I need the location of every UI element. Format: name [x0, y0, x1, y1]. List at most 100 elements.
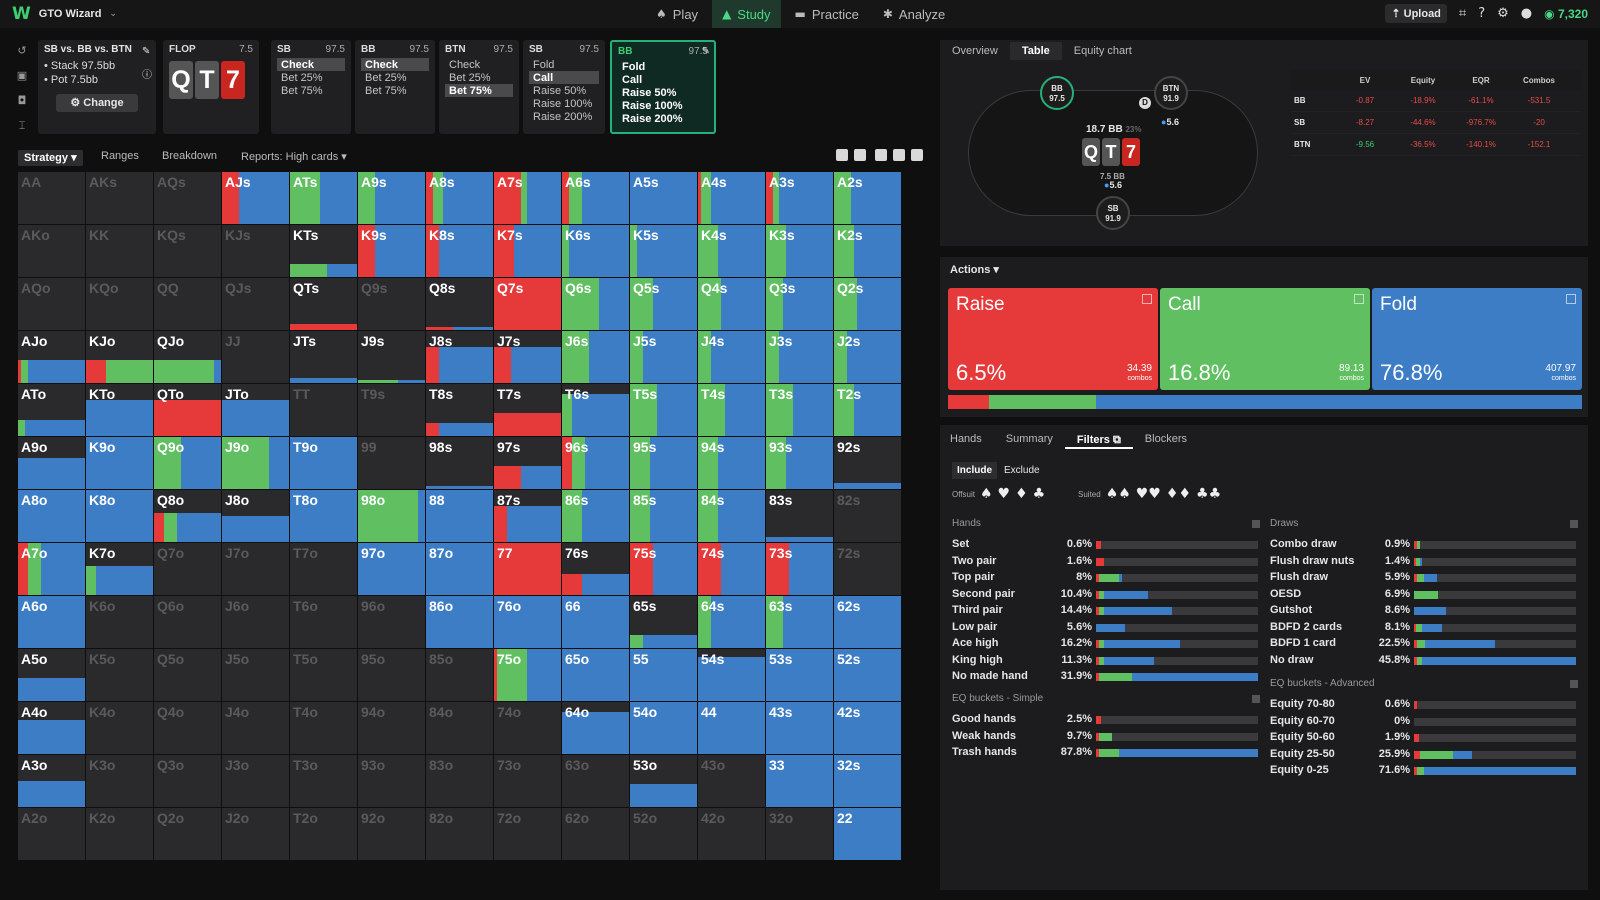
hand-cell[interactable]: 53s	[766, 649, 833, 701]
club-icon[interactable]: ♣	[1032, 486, 1046, 502]
view-icon-5[interactable]	[911, 149, 923, 161]
diamond-icon[interactable]: ♦	[1015, 486, 1028, 502]
actions-dropdown[interactable]: Actions ▾	[950, 264, 999, 276]
section-toggle-icon[interactable]	[1570, 680, 1578, 688]
hand-cell[interactable]: QTs	[290, 278, 357, 330]
hand-cell[interactable]: 76o	[494, 596, 561, 648]
hand-cell[interactable]: KJo	[86, 331, 153, 383]
hand-cell[interactable]: 96s	[562, 437, 629, 489]
hand-cell[interactable]: K8s	[426, 225, 493, 277]
hand-cell[interactable]: AA	[18, 172, 85, 224]
hand-cell[interactable]: JTs	[290, 331, 357, 383]
spot-option[interactable]: Bet 75%	[281, 85, 323, 97]
hand-cell[interactable]: 43o	[698, 755, 765, 807]
hand-cell[interactable]: T8s	[426, 384, 493, 436]
hand-cell[interactable]: 76s	[562, 543, 629, 595]
hand-cell[interactable]: K4s	[698, 225, 765, 277]
hand-cell[interactable]: T9s	[358, 384, 425, 436]
spade-icon[interactable]: ♠	[979, 486, 993, 502]
action-raise[interactable]: Raise 6.5% 34.39 combos	[948, 288, 1158, 390]
spot-option[interactable]: Call	[622, 74, 643, 86]
hand-cell[interactable]: QJs	[222, 278, 289, 330]
hand-cell[interactable]: Q7s	[494, 278, 561, 330]
stats-row[interactable]: SB -8.27 -44.6% -976.7% -20	[1290, 112, 1582, 134]
hand-cell[interactable]: T3o	[290, 755, 357, 807]
filter-row[interactable]: Equity 25-50 25.9%	[1270, 748, 1576, 762]
section-toggle-icon[interactable]	[1570, 520, 1578, 528]
coin-balance[interactable]: ◉ 7,320	[1544, 6, 1588, 21]
tab-reports[interactable]: Reports: High cards ▾	[241, 151, 347, 163]
hand-cell[interactable]: A5o	[18, 649, 85, 701]
account-icon[interactable]: ●	[1520, 6, 1533, 21]
hand-cell[interactable]: T7o	[290, 543, 357, 595]
spot-option[interactable]: Raise 200%	[533, 111, 593, 123]
hand-cell[interactable]: Q3s	[766, 278, 833, 330]
spot-option[interactable]: Raise 200%	[622, 113, 683, 125]
hand-cell[interactable]: T9o	[290, 437, 357, 489]
heart-icon[interactable]: ♥	[997, 486, 1011, 502]
hand-cell[interactable]: 84s	[698, 490, 765, 542]
hand-cell[interactable]: K4o	[86, 702, 153, 754]
tab-overview[interactable]: Overview	[952, 45, 998, 57]
filter-row[interactable]: BDFD 2 cards 8.1%	[1270, 621, 1576, 635]
nav-play[interactable]: ♠ Play	[656, 6, 699, 22]
filter-row[interactable]: King high 11.3%	[952, 654, 1258, 668]
hand-cell[interactable]: K6o	[86, 596, 153, 648]
hand-cell[interactable]: Q8s	[426, 278, 493, 330]
hand-cell[interactable]: QQ	[154, 278, 221, 330]
hand-cell[interactable]: J8o	[222, 490, 289, 542]
app-logo[interactable]: W GTO Wizard ⌄	[12, 4, 117, 24]
filter-row[interactable]: Equity 60-70 0%	[1270, 715, 1576, 729]
filter-row[interactable]: BDFD 1 card 22.5%	[1270, 637, 1576, 651]
hand-cell[interactable]: 86o	[426, 596, 493, 648]
spot-option[interactable]: Bet 25%	[449, 72, 491, 84]
hand-cell[interactable]: 95o	[358, 649, 425, 701]
hand-cell[interactable]: KK	[86, 225, 153, 277]
filter-row[interactable]: Weak hands 9.7%	[952, 730, 1258, 744]
hand-cell[interactable]: A8o	[18, 490, 85, 542]
hand-cell[interactable]: J3s	[766, 331, 833, 383]
nav-practice[interactable]: ▬ Practice	[794, 6, 859, 22]
hand-cell[interactable]: J6o	[222, 596, 289, 648]
hand-cell[interactable]: A4o	[18, 702, 85, 754]
tab-equity-chart[interactable]: Equity chart	[1073, 45, 1132, 57]
hand-cell[interactable]: 72s	[834, 543, 901, 595]
hand-cell[interactable]: 65s	[630, 596, 697, 648]
hand-cell[interactable]: 52s	[834, 649, 901, 701]
hand-cell[interactable]: 85o	[426, 649, 493, 701]
hand-cell[interactable]: 66	[562, 596, 629, 648]
hand-cell[interactable]: J6s	[562, 331, 629, 383]
hand-cell[interactable]: 97s	[494, 437, 561, 489]
expand-icon[interactable]	[1354, 294, 1364, 304]
filter-row[interactable]: Flush draw nuts 1.4%	[1270, 555, 1576, 569]
spot-sb-0[interactable]: SB 97.5 Check Bet 25% Bet 75%	[271, 40, 351, 134]
tab-strategy[interactable]: Strategy ▾	[18, 150, 83, 166]
hand-cell[interactable]: J4s	[698, 331, 765, 383]
upload-button[interactable]: ⇡ Upload	[1385, 4, 1447, 23]
hand-cell[interactable]: 33	[766, 755, 833, 807]
hand-cell[interactable]: KJs	[222, 225, 289, 277]
tab-table[interactable]: Table	[1009, 42, 1062, 60]
stats-row[interactable]: BB -0.87 -18.9% -61.1% -531.5	[1290, 90, 1582, 112]
spot-option[interactable]: Raise 50%	[533, 85, 587, 97]
hand-cell[interactable]: Q4s	[698, 278, 765, 330]
spot-btn-2[interactable]: BTN 97.5 Check Bet 25% Bet 75%	[439, 40, 519, 134]
hand-cell[interactable]: AJs	[222, 172, 289, 224]
spot-sb-3[interactable]: SB 97.5 Fold Call Raise 50% Raise 100% Raise 2…	[523, 40, 605, 134]
spot-option[interactable]: Bet 25%	[281, 72, 323, 84]
tab-filters[interactable]: Filters ⧉	[1064, 433, 1133, 449]
hand-cell[interactable]: 86s	[562, 490, 629, 542]
hand-cell[interactable]: J5o	[222, 649, 289, 701]
hand-cell[interactable]: 73s	[766, 543, 833, 595]
hand-cell[interactable]: A2o	[18, 808, 85, 860]
hand-cell[interactable]: 74o	[494, 702, 561, 754]
hand-cell[interactable]: Q6s	[562, 278, 629, 330]
help-icon[interactable]: ?	[1478, 6, 1486, 21]
hand-cell[interactable]: 63o	[562, 755, 629, 807]
hand-cell[interactable]: 64s	[698, 596, 765, 648]
hand-cell[interactable]: 65o	[562, 649, 629, 701]
action-call[interactable]: Call 16.8% 89.13 combos	[1160, 288, 1370, 390]
hand-cell[interactable]: KQs	[154, 225, 221, 277]
hand-cell[interactable]: 85s	[630, 490, 697, 542]
